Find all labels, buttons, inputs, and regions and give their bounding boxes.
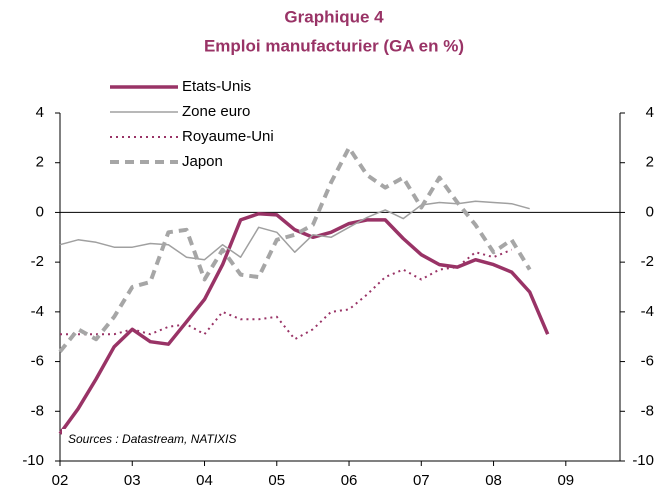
- series-line: [58, 211, 550, 435]
- y-tick-label: -6: [31, 353, 44, 370]
- y-tick-label: -2: [31, 253, 44, 270]
- legend-label: Zone euro: [182, 103, 250, 120]
- series-line: [58, 145, 532, 353]
- x-tick-label: 09: [557, 472, 574, 489]
- chart-title: Graphique 4: [284, 7, 384, 26]
- y2-tick-label: -8: [641, 402, 654, 419]
- y2-tick-label: -4: [641, 303, 654, 320]
- y-tick-label: -4: [31, 303, 44, 320]
- legend-label: Etats-Unis: [182, 78, 251, 95]
- y2-tick-label: 2: [646, 154, 654, 171]
- y-tick-label: 0: [36, 203, 44, 220]
- x-tick-label: 03: [124, 472, 141, 489]
- legend-label: Japon: [182, 153, 223, 170]
- y2-tick-label: 0: [646, 203, 654, 220]
- y2-tick-label: -2: [641, 253, 654, 270]
- y2-tick-label: 4: [646, 104, 654, 121]
- legend-label: Royaume-Uni: [182, 128, 274, 145]
- x-tick-label: 08: [485, 472, 502, 489]
- annotation: Sources : Datastream, NATIXIS: [68, 432, 237, 446]
- x-tick-label: 02: [52, 472, 69, 489]
- series-line: [59, 200, 530, 261]
- x-tick-label: 04: [196, 472, 213, 489]
- series-line: [60, 248, 512, 341]
- x-tick-label: 06: [341, 472, 358, 489]
- y-tick-label: -10: [22, 452, 44, 469]
- y-tick-label: 2: [36, 154, 44, 171]
- y2-tick-label: -6: [641, 353, 654, 370]
- y2-tick-label: -10: [632, 452, 654, 469]
- y-tick-label: 4: [36, 104, 44, 121]
- y-tick-label: -8: [31, 402, 44, 419]
- annotation-box: [62, 429, 294, 451]
- x-tick-label: 07: [413, 472, 430, 489]
- chart-subtitle: Emploi manufacturier (GA en %): [204, 36, 464, 55]
- x-tick-label: 05: [268, 472, 285, 489]
